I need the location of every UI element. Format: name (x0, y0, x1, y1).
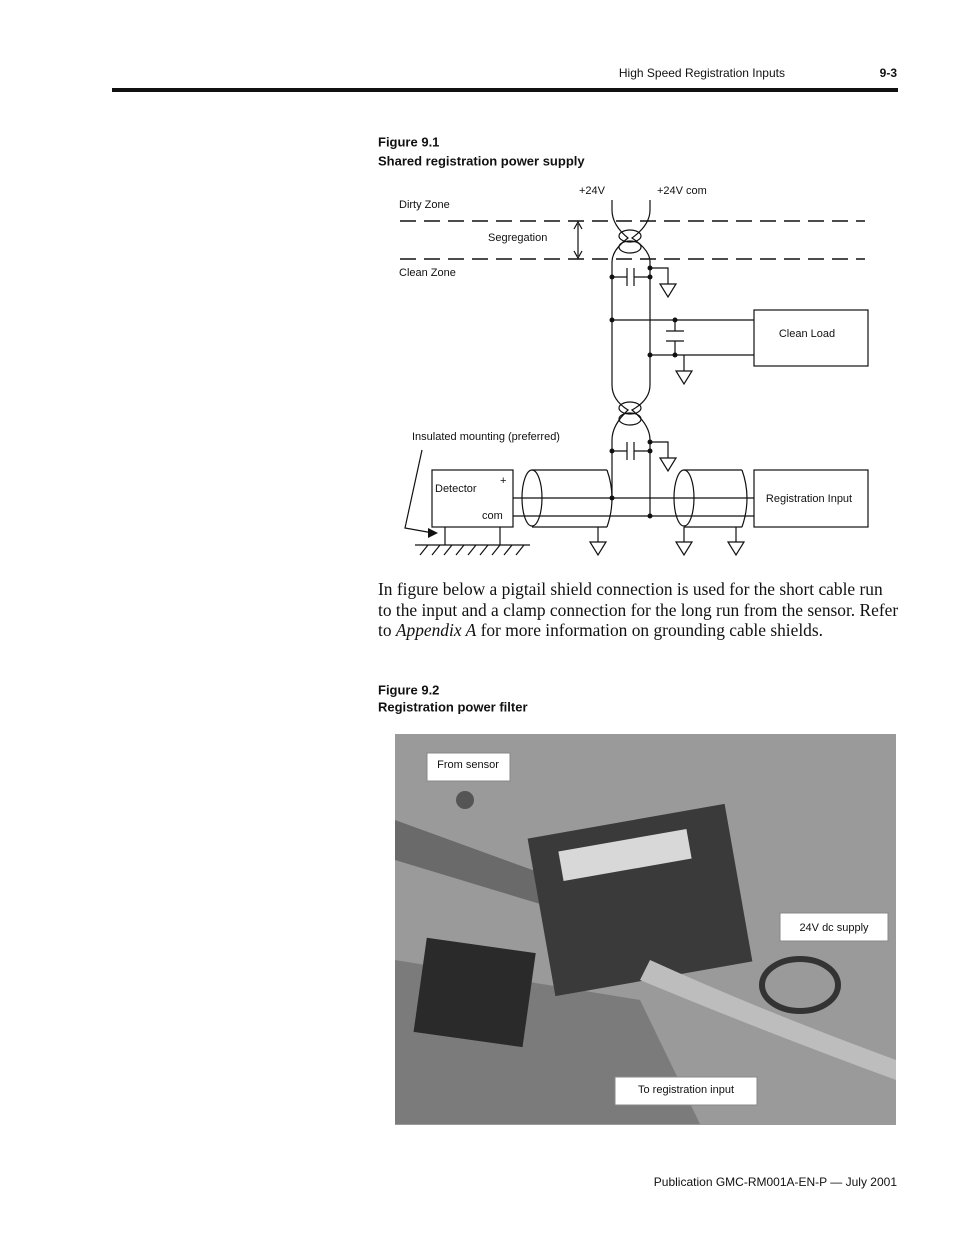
label-com24v: +24V com (657, 185, 707, 197)
label-segregation: Segregation (488, 232, 547, 244)
label-plus: + (500, 475, 506, 487)
label-detector: Detector (435, 483, 477, 495)
body-paragraph: In figure below a pigtail shield connect… (378, 579, 900, 641)
paragraph-text: In figure below a pigtail shield connect… (378, 579, 899, 640)
footer: Publication GMC-RM001A-EN-P — July 2001 (654, 1175, 898, 1189)
label-com: com (482, 510, 503, 522)
label-dirty-zone: Dirty Zone (399, 199, 450, 211)
callout: From sensor (437, 759, 499, 771)
header-rule (112, 88, 898, 92)
label-plus24v: +24V (579, 185, 606, 197)
figure-number: Figure 9.1 (378, 134, 439, 149)
paragraph-emphasis: Appendix A (395, 620, 477, 640)
label-registration-input: Registration Input (766, 493, 852, 505)
label-insulated: Insulated mounting (preferred) (412, 431, 560, 443)
figure-number: Figure 9.2 (378, 682, 439, 697)
figure-caption: Registration power filter (378, 699, 528, 714)
callouts (426, 752, 889, 1106)
callout: To registration input (638, 1084, 734, 1096)
figure-caption: Shared registration power supply (378, 153, 585, 168)
label-clean-zone: Clean Zone (399, 267, 456, 279)
label-clean-load: Clean Load (779, 328, 835, 340)
callout: 24V dc supply (799, 922, 869, 934)
page-number: 9-3 (880, 66, 898, 80)
paragraph-text: for more information on grounding cable … (476, 620, 823, 640)
header-title: High Speed Registration Inputs (619, 66, 785, 80)
schematic (400, 200, 869, 557)
